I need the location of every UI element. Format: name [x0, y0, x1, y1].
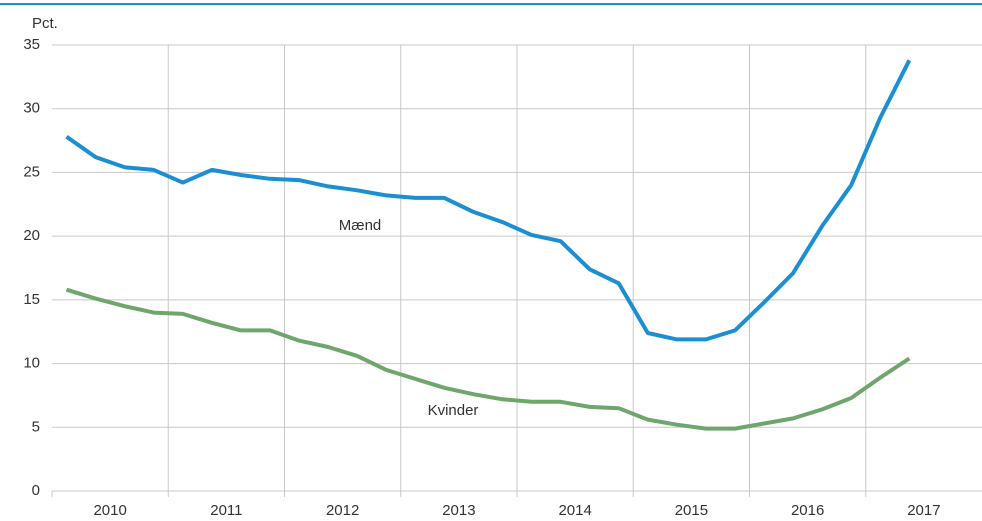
series-line: [65, 287, 911, 431]
x-tick-label: 2014: [558, 502, 591, 519]
x-tick-label: 2015: [675, 502, 708, 519]
x-tick-label: 2016: [791, 502, 824, 519]
y-tick-label: 0: [32, 482, 40, 499]
y-tick-label: 15: [23, 291, 40, 308]
x-tick-label: 2017: [907, 502, 940, 519]
y-tick-label: 20: [23, 227, 40, 244]
y-tick-label: 30: [23, 100, 40, 117]
y-tick-label: 25: [23, 163, 40, 180]
y-tick-label: 35: [23, 36, 40, 53]
series-label: Mænd: [339, 217, 382, 234]
y-tick-label: 10: [23, 355, 40, 372]
series-label: Kvinder: [428, 402, 479, 419]
x-tick-label: 2011: [210, 502, 242, 519]
y-axis-label: Pct.: [32, 15, 58, 32]
x-tick-label: 2010: [93, 502, 126, 519]
series-line: [65, 59, 912, 342]
x-tick-label: 2012: [326, 502, 359, 519]
x-tick-label: 2013: [442, 502, 475, 519]
y-tick-label: 5: [32, 418, 40, 435]
